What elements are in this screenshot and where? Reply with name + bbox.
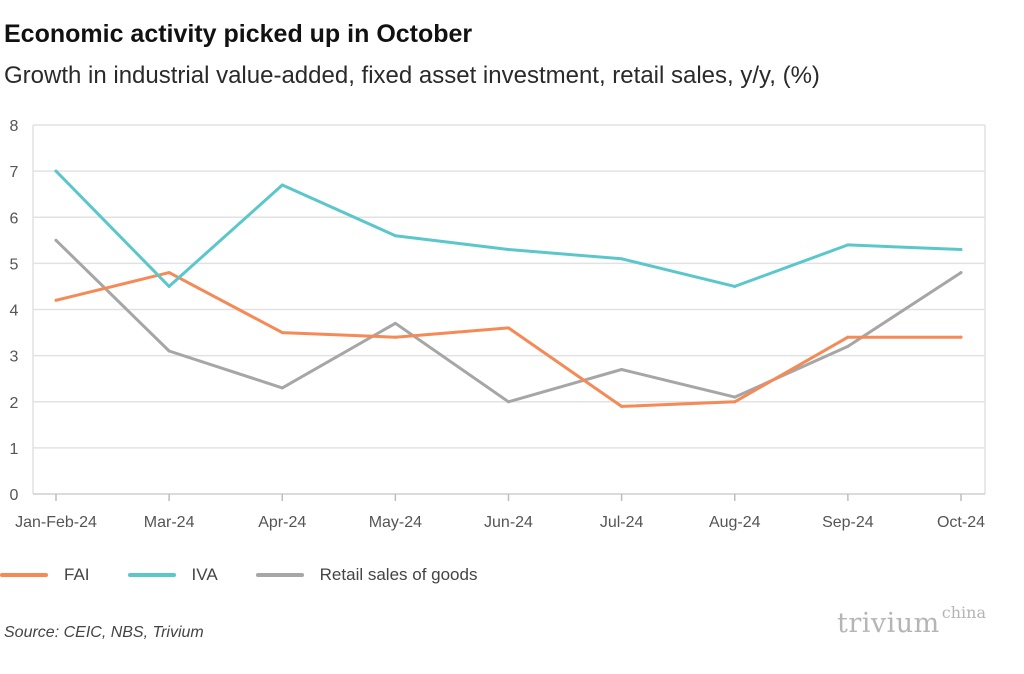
trivium-china-logo: trivium china xyxy=(836,603,986,639)
x-tick-label: Apr-24 xyxy=(258,514,306,531)
data-point-iva xyxy=(507,248,510,252)
data-point-retail-sales-of-goods xyxy=(733,395,737,399)
x-tick-label: May-24 xyxy=(369,514,422,531)
data-point-iva xyxy=(733,284,737,288)
series-line-fai xyxy=(54,271,963,408)
x-tick-label: Oct-24 xyxy=(937,514,985,531)
data-point-retail-sales-of-goods xyxy=(846,344,850,348)
data-point-retail-sales-of-goods xyxy=(167,349,171,353)
legend-item-iva: IVA xyxy=(127,565,218,585)
data-point-fai xyxy=(507,326,510,330)
y-tick-label: 1 xyxy=(10,441,19,458)
x-tick-label: Sep-24 xyxy=(822,514,874,531)
logo-wordmark: trivium xyxy=(836,608,940,639)
data-point-fai xyxy=(733,400,737,404)
x-tick-label: Aug-24 xyxy=(709,514,761,531)
data-point-iva xyxy=(393,234,397,238)
data-point-retail-sales-of-goods xyxy=(280,386,284,390)
data-point-fai xyxy=(54,298,58,302)
data-point-retail-sales-of-goods xyxy=(620,367,624,371)
chart-subtitle: Growth in industrial value-added, fixed … xyxy=(4,62,820,89)
data-point-fai xyxy=(846,335,850,339)
y-tick-label: 5 xyxy=(10,256,19,273)
y-tick-label: 3 xyxy=(10,349,19,366)
legend-swatch-iva xyxy=(127,573,176,577)
y-tick-label: 7 xyxy=(10,164,19,181)
data-point-iva xyxy=(167,284,171,288)
data-point-fai xyxy=(167,271,171,275)
data-point-iva xyxy=(846,243,850,247)
data-point-iva xyxy=(620,257,624,261)
data-point-fai xyxy=(959,335,963,339)
line-chart: 0 1 2 3 4 5 6 7 8 Jan-Feb-24 Mar-24 Apr-24 May-24 Jun… xyxy=(10,118,986,531)
legend: FAI IVA Retail sales of goods xyxy=(0,563,515,587)
data-point-iva xyxy=(959,248,963,252)
legend-label-iva: IVA xyxy=(191,565,218,584)
legend-item-retail-sales: Retail sales of goods xyxy=(255,565,478,585)
series-line-iva xyxy=(54,169,963,288)
legend-item-fai: FAI xyxy=(0,565,90,585)
data-point-fai xyxy=(393,335,397,339)
data-point-retail-sales-of-goods xyxy=(507,400,510,404)
legend-label-retail-sales: Retail sales of goods xyxy=(319,565,478,584)
chart-title: Economic activity picked up in October xyxy=(4,20,473,48)
x-tick-label: Jun-24 xyxy=(484,514,533,531)
data-point-fai xyxy=(280,331,284,335)
data-point-retail-sales-of-goods xyxy=(959,271,963,275)
y-tick-label: 0 xyxy=(10,487,19,504)
y-tick-label: 4 xyxy=(10,303,19,320)
data-point-retail-sales-of-goods xyxy=(54,238,58,242)
y-tick-label: 8 xyxy=(10,118,19,135)
y-tick-label: 6 xyxy=(10,210,19,227)
logo-superscript: china xyxy=(941,603,986,622)
x-tick-label: Mar-24 xyxy=(144,514,195,531)
data-point-retail-sales-of-goods xyxy=(393,321,397,325)
legend-label-fai: FAI xyxy=(64,565,90,584)
data-point-fai xyxy=(620,404,624,408)
y-tick-label: 2 xyxy=(10,395,19,412)
data-point-iva xyxy=(54,169,58,173)
data-point-iva xyxy=(280,183,284,187)
legend-swatch-retail-sales xyxy=(255,573,304,577)
x-tick-label: Jul-24 xyxy=(600,514,644,531)
legend-swatch-fai xyxy=(0,573,48,577)
source-note: Source: CEIC, NBS, Trivium xyxy=(4,624,204,641)
x-tick-label: Jan-Feb-24 xyxy=(15,514,97,531)
